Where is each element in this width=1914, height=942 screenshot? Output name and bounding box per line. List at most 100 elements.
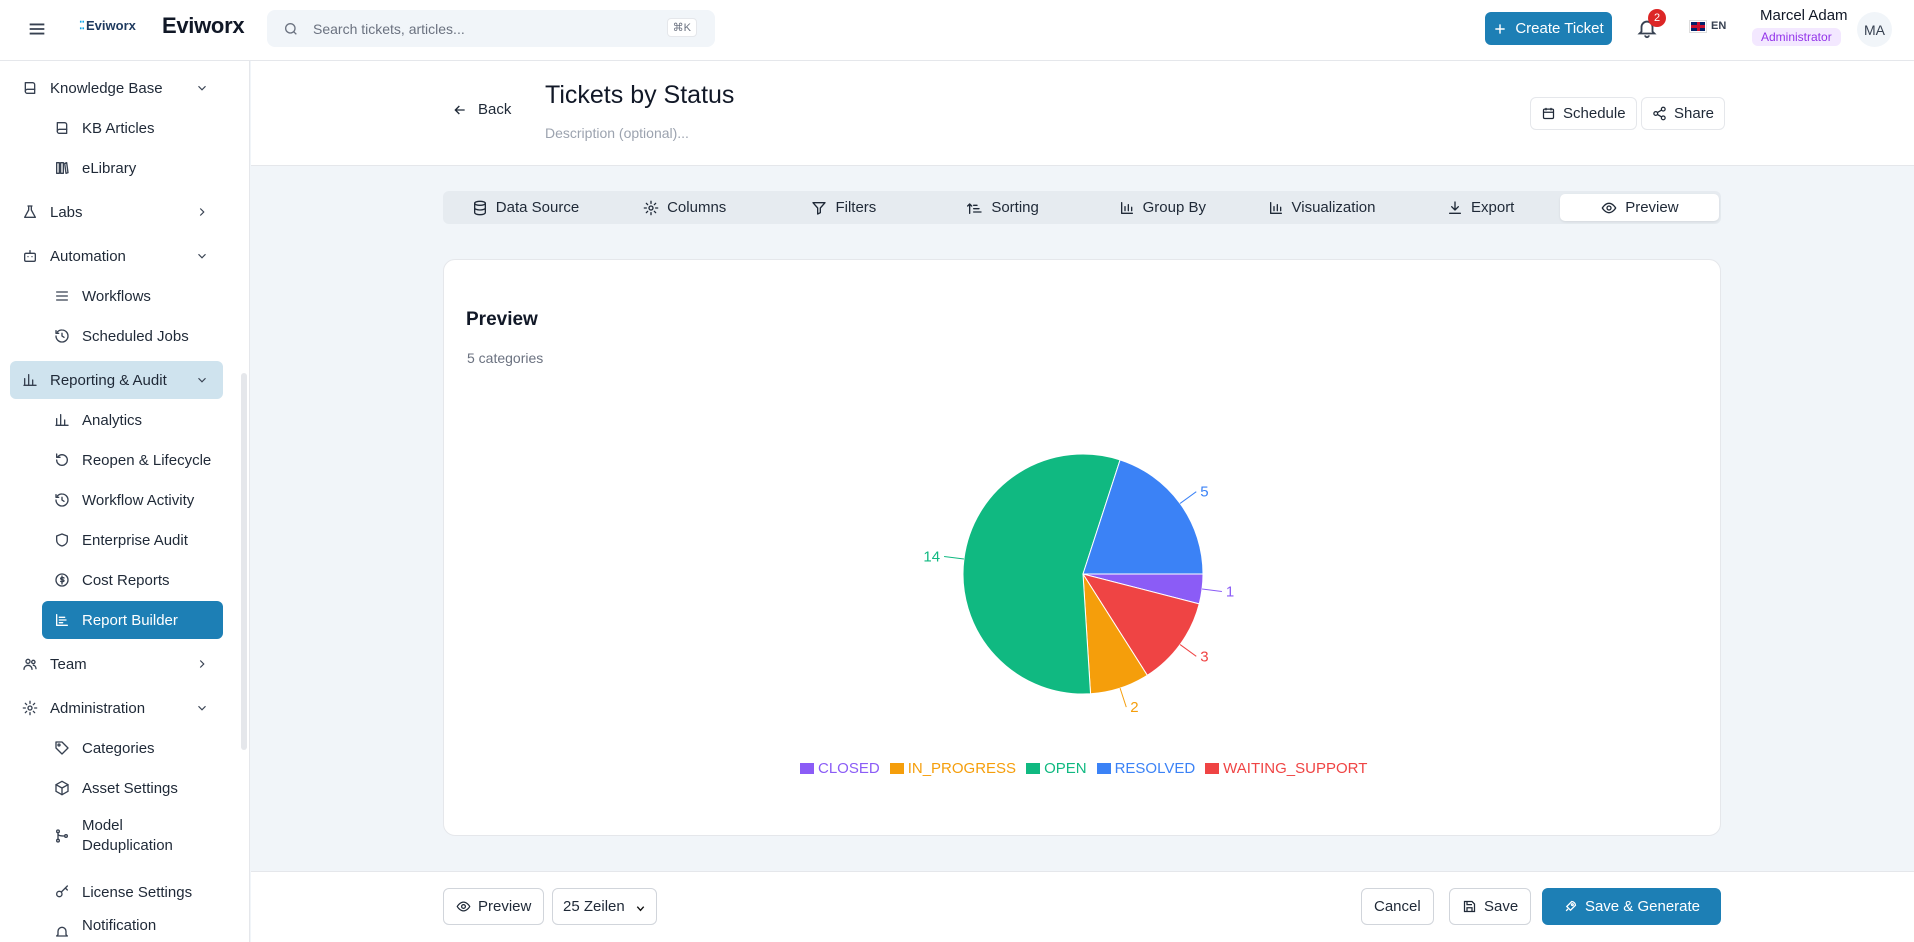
sidebar-item-workflows[interactable]: Workflows: [42, 277, 223, 315]
sidebar-item-label: Automation: [50, 247, 126, 265]
pie-data-label: 14: [923, 548, 940, 565]
sidebar-item-label: Workflows: [82, 287, 151, 305]
sidebar-item-label: Asset Settings: [82, 779, 178, 797]
pie-label-line: [1179, 491, 1197, 504]
menu-icon[interactable]: [26, 18, 48, 40]
eye-icon: [1601, 200, 1617, 216]
save-button[interactable]: Save: [1449, 888, 1532, 925]
legend-item-resolved[interactable]: RESOLVED: [1096, 760, 1195, 777]
create-ticket-button[interactable]: Create Ticket: [1485, 12, 1612, 45]
key-icon: [54, 884, 70, 900]
rows-select[interactable]: 25 Zeilen: [552, 888, 657, 925]
preview-title: Preview: [466, 309, 538, 330]
chevron-right-icon[interactable]: [195, 657, 209, 671]
plus-icon: [1495, 23, 1505, 34]
legend-item-open[interactable]: OPEN: [1026, 760, 1087, 777]
search-input[interactable]: Search tickets, articles... ⌘K: [267, 10, 715, 47]
tab-preview[interactable]: Preview: [1560, 194, 1720, 221]
tab-visualization[interactable]: Visualization: [1242, 194, 1401, 221]
sidebar-item-analytics[interactable]: Analytics: [42, 401, 223, 439]
pie-slice-resolved[interactable]: [1082, 459, 1204, 575]
sidebar-item-label: Labs: [50, 203, 83, 221]
top-bar: ⁚⁚ Eviworx Eviworx Search tickets, articl…: [0, 0, 1914, 61]
sidebar-item-scheduled-jobs[interactable]: Scheduled Jobs: [42, 317, 223, 355]
legend-swatch: [1026, 763, 1041, 774]
sidebar-item-workflow-activity[interactable]: Workflow Activity: [42, 481, 223, 519]
chevron-down-icon[interactable]: [195, 81, 209, 95]
legend-item-in-progress[interactable]: IN_PROGRESS: [889, 760, 1017, 777]
pie-data-label: 2: [1130, 699, 1138, 716]
tab-export[interactable]: Export: [1401, 194, 1560, 221]
logo[interactable]: ⁚⁚ Eviworx: [79, 18, 136, 33]
sort-icon: [967, 200, 983, 216]
tab-filters[interactable]: Filters: [764, 194, 923, 221]
sidebar-item-asset-settings[interactable]: Asset Settings: [42, 769, 223, 807]
avatar[interactable]: MA: [1857, 12, 1892, 47]
pie-label-line: [1201, 588, 1222, 593]
sidebar-item-reopen-lifecycle[interactable]: Reopen & Lifecycle: [42, 441, 223, 479]
preview-button[interactable]: Preview: [443, 888, 545, 925]
legend-swatch: [889, 763, 904, 774]
sidebar-item-knowledge-base[interactable]: Knowledge Base: [10, 69, 223, 107]
sidebar-item-label: eLibrary: [82, 159, 137, 177]
tab-sorting[interactable]: Sorting: [924, 194, 1083, 221]
chevron-down-icon[interactable]: [195, 373, 209, 387]
chevron-right-icon[interactable]: [195, 205, 209, 219]
report-title-input[interactable]: Tickets by Status: [545, 81, 735, 109]
chart-icon: [54, 412, 70, 428]
sidebar-item-label: Reopen & Lifecycle: [82, 451, 212, 469]
sidebar-item-label: Knowledge Base: [50, 79, 163, 97]
sidebar-item-model-deduplication[interactable]: Model Deduplication: [42, 809, 223, 863]
sidebar-item-license-settings[interactable]: License Settings: [42, 873, 223, 911]
description-input[interactable]: Description (optional)...: [545, 125, 689, 141]
chevron-down-icon[interactable]: [195, 249, 209, 263]
sidebar-scrollbar[interactable]: [241, 373, 247, 750]
sidebar-item-team[interactable]: Team: [10, 645, 223, 683]
tab-columns[interactable]: Columns: [605, 194, 764, 221]
share-button[interactable]: Share: [1641, 97, 1726, 130]
sidebar-item-cost-reports[interactable]: Cost Reports: [42, 561, 223, 599]
history-icon: [54, 328, 70, 344]
sidebar-item-reporting-audit[interactable]: Reporting & Audit: [10, 361, 223, 399]
tag-icon: [54, 740, 70, 756]
sidebar-item-kb-articles[interactable]: KB Articles: [42, 109, 223, 147]
save-generate-button[interactable]: Save & Generate: [1542, 888, 1721, 925]
sidebar-item-enterprise-audit[interactable]: Enterprise Audit: [42, 521, 223, 559]
sidebar-item-label: Model Deduplication: [82, 817, 173, 854]
legend-item-closed[interactable]: CLOSED: [800, 760, 880, 777]
flask-icon: [22, 204, 38, 220]
sidebar-item-notification[interactable]: Notification: [42, 913, 223, 942]
cancel-button[interactable]: Cancel: [1361, 888, 1434, 925]
language-switcher[interactable]: EN: [1689, 19, 1726, 33]
tab-label: Columns: [667, 199, 727, 216]
legend-label: IN_PROGRESS: [907, 760, 1017, 777]
bar-chart-icon: [1268, 200, 1284, 216]
sidebar-item-administration[interactable]: Administration: [10, 689, 223, 727]
sidebar-item-labs[interactable]: Labs: [10, 193, 223, 231]
search-icon: [283, 21, 299, 37]
sidebar-item-categories[interactable]: Categories: [42, 729, 223, 767]
legend-swatch: [1096, 763, 1111, 774]
back-button[interactable]: Back: [452, 101, 511, 118]
pie-slice-waiting-support[interactable]: [1081, 573, 1200, 677]
tab-group-by[interactable]: Group By: [1083, 194, 1242, 221]
tab-data-source[interactable]: Data Source: [446, 194, 605, 221]
sidebar-item-automation[interactable]: Automation: [10, 237, 223, 275]
legend-item-waiting-support[interactable]: WAITING_SUPPORT: [1205, 760, 1367, 777]
legend-label: CLOSED: [818, 760, 880, 777]
pie-label-line: [944, 555, 965, 560]
users-icon: [22, 656, 38, 672]
save-icon: [1463, 900, 1476, 913]
sidebar-item-report-builder[interactable]: Report Builder: [42, 601, 223, 639]
sidebar-item-label: Scheduled Jobs: [82, 327, 189, 345]
book-icon: [22, 80, 38, 96]
sidebar-item-label: Workflow Activity: [82, 491, 195, 509]
schedule-button[interactable]: Schedule: [1530, 97, 1637, 130]
tab-label: Data Source: [495, 199, 580, 216]
pie-slice-open[interactable]: [962, 453, 1121, 695]
sidebar-item-label: License Settings: [82, 883, 193, 901]
pie-label-line: [1179, 644, 1197, 657]
legend-label: OPEN: [1044, 760, 1087, 777]
chevron-down-icon[interactable]: [195, 701, 209, 715]
sidebar-item-elibrary[interactable]: eLibrary: [42, 149, 223, 187]
